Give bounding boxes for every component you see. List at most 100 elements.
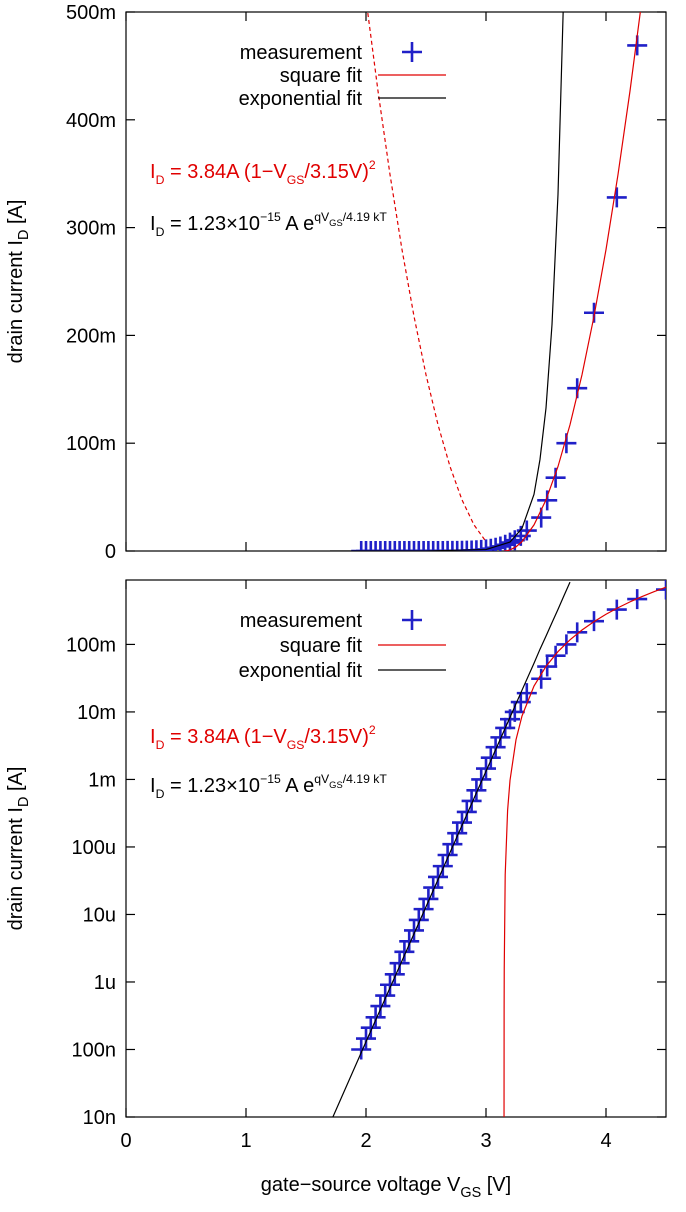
- x-tick-label: 3: [480, 1130, 491, 1152]
- marker: [447, 823, 468, 844]
- y-tick-label: 200m: [66, 325, 116, 347]
- text-part: GS: [287, 173, 305, 187]
- legend-marker: [402, 42, 422, 62]
- text-part: GS: [287, 738, 305, 752]
- fit-line: [332, 581, 571, 1117]
- text-part: qV: [314, 210, 330, 224]
- y-tick-label: 100n: [72, 1039, 117, 1061]
- marker: [351, 541, 372, 551]
- annotation: ID = 3.84A (1−VGS/3.15V)2: [150, 723, 376, 752]
- marker: [356, 1028, 376, 1049]
- x-axis-label: gate−source voltage VGS [V]: [261, 1174, 511, 1201]
- marker: [606, 187, 627, 208]
- text-part: /3.15V): [304, 726, 368, 748]
- y-axis-label: drain current ID [A]: [5, 767, 32, 931]
- x-tick-label: 1: [240, 1130, 251, 1152]
- marker: [495, 534, 516, 551]
- text-part: I: [150, 775, 156, 797]
- text-part: I: [150, 161, 156, 183]
- y-tick-label: 500m: [66, 2, 116, 24]
- marker: [437, 845, 458, 866]
- y-tick-label: 10n: [83, 1107, 116, 1129]
- plot-area: [330, 12, 648, 551]
- text-part: /4.19 kT: [343, 210, 388, 224]
- marker: [404, 920, 424, 941]
- text-part: D: [156, 225, 165, 239]
- marker: [423, 877, 444, 898]
- x-tick-label: 0: [120, 1130, 131, 1152]
- legend-marker: [402, 610, 422, 630]
- text-part: −15: [260, 772, 281, 786]
- marker: [466, 780, 487, 801]
- marker: [606, 599, 627, 620]
- marker: [584, 302, 604, 323]
- annotation: ID = 3.84A (1−VGS/3.15V)2: [150, 158, 376, 187]
- marker: [480, 747, 501, 768]
- legend-label: square fit: [280, 65, 363, 87]
- marker: [365, 541, 386, 551]
- text-part: I: [150, 213, 156, 235]
- text-part: = 3.84A (1−V: [164, 161, 287, 183]
- text-part: GS: [329, 218, 343, 228]
- marker: [471, 769, 492, 790]
- text-part: [A]: [5, 200, 27, 230]
- text-part: D: [156, 787, 165, 801]
- plot-frame: [125, 579, 667, 1118]
- y-tick-label: 300m: [66, 218, 116, 240]
- text-part: D: [156, 738, 165, 752]
- marker: [452, 812, 472, 833]
- text-part: −15: [260, 210, 281, 224]
- marker: [485, 737, 506, 758]
- marker: [384, 964, 405, 985]
- marker: [490, 536, 511, 551]
- fit-line: [504, 12, 641, 551]
- y-axis-label: drain current ID [A]: [5, 200, 32, 364]
- text-part: D: [156, 173, 165, 187]
- y-tick-label: 400m: [66, 110, 116, 132]
- marker: [442, 834, 463, 855]
- text-part: drain current I: [5, 240, 27, 363]
- fit-line: [330, 12, 564, 551]
- y-tick-label: 100u: [72, 837, 117, 859]
- text-part: 2: [369, 158, 376, 172]
- marker: [545, 467, 566, 488]
- y-tick-label: 100m: [66, 433, 116, 455]
- y-tick-label: 100m: [66, 634, 116, 656]
- marker: [456, 801, 477, 822]
- y-tick-label: 0: [105, 541, 116, 563]
- marker: [476, 758, 496, 779]
- x-tick-label: 2: [360, 1130, 371, 1152]
- marker: [399, 931, 420, 952]
- marker: [356, 541, 376, 551]
- text-part: A e: [281, 213, 314, 235]
- legend-label: exponential fit: [239, 660, 363, 682]
- annotation: ID = 1.23×10−15 A eqVGS/4.19 kT: [150, 210, 387, 239]
- y-tick-label: 1u: [94, 972, 116, 994]
- y-tick-label: 10u: [83, 904, 116, 926]
- marker: [413, 899, 434, 920]
- legend-label: exponential fit: [239, 88, 363, 110]
- marker: [360, 541, 381, 551]
- marker: [370, 541, 391, 551]
- text-part: [V]: [481, 1174, 511, 1196]
- marker: [389, 953, 410, 974]
- marker: [375, 985, 396, 1006]
- marker: [556, 634, 577, 655]
- text-part: qV: [314, 772, 330, 786]
- y-tick-label: 10m: [77, 702, 116, 724]
- marker: [461, 790, 482, 811]
- legend-label: measurement: [240, 42, 363, 64]
- marker: [545, 645, 566, 666]
- text-part: = 1.23×10: [164, 213, 260, 235]
- marker: [351, 1039, 372, 1060]
- marker: [394, 941, 415, 962]
- text-part: D: [16, 230, 32, 240]
- y-tick-label: 1m: [88, 769, 116, 791]
- text-part: GS: [329, 780, 343, 790]
- text-part: drain current I: [5, 807, 27, 930]
- marker: [365, 1007, 386, 1028]
- text-part: = 1.23×10: [164, 775, 260, 797]
- plot-area: [332, 580, 666, 1117]
- legend-label: square fit: [280, 635, 363, 657]
